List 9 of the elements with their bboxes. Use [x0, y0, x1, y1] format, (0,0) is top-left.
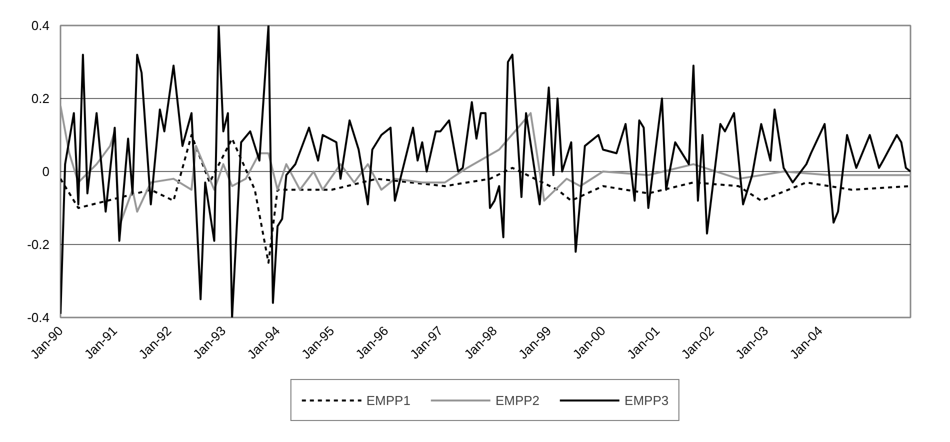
- line-series: [60, 26, 910, 318]
- y-tick-label: 0.4: [31, 18, 50, 33]
- y-tick-label: 0.2: [31, 91, 50, 106]
- y-tick-label: 0: [42, 164, 50, 179]
- y-tick-label: -0.2: [27, 237, 50, 252]
- legend-label: EMPP1: [366, 392, 410, 408]
- y-tick-label: -0.4: [27, 310, 50, 325]
- legend-label: EMPP3: [624, 392, 669, 408]
- legend-label: EMPP2: [495, 392, 540, 408]
